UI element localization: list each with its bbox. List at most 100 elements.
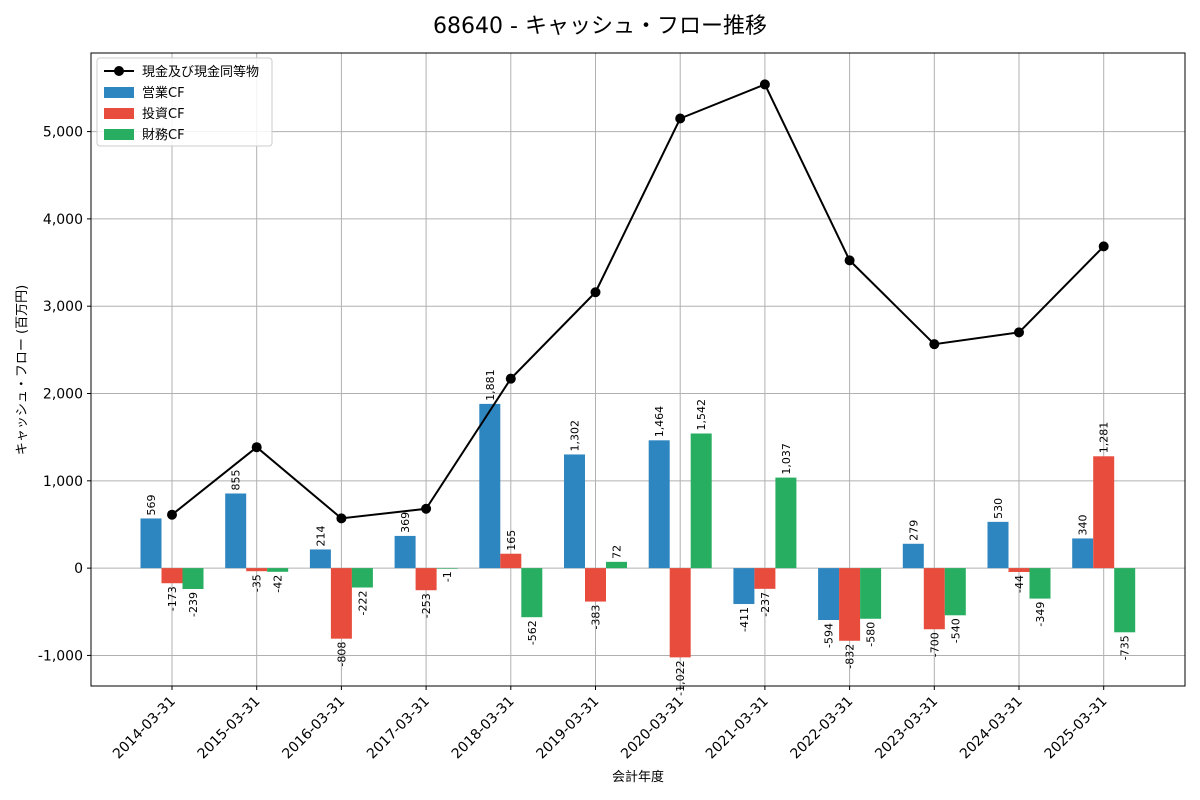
- x-axis: 2014-03-31 2015-03-31 2016-03-31 2017-03-31…: [110, 686, 1111, 762]
- bar-value-label: -237: [759, 592, 772, 617]
- bar: [330, 568, 352, 639]
- bar-value-label: -35: [251, 574, 264, 592]
- x-tick-label: 2025-03-31: [1042, 694, 1111, 763]
- cash-line-point: [336, 513, 347, 524]
- bar: [733, 568, 755, 605]
- bar-value-label: 1,037: [780, 443, 793, 475]
- bar: [585, 568, 606, 602]
- bar: [839, 568, 861, 641]
- bar-value-label: -580: [865, 622, 878, 647]
- bar-value-label: -562: [526, 620, 539, 645]
- bar: [182, 568, 204, 589]
- cash-line-point: [675, 113, 686, 124]
- bar-value-label: 530: [992, 498, 1005, 519]
- bar-value-label: -594: [823, 623, 836, 648]
- legend-marker: [114, 66, 124, 76]
- bar-value-label: -222: [356, 591, 369, 616]
- bar: [690, 433, 712, 569]
- cash-line-point: [759, 79, 770, 90]
- x-tick-label: 2018-03-31: [449, 694, 518, 763]
- bar: [140, 518, 162, 569]
- y-tick-label: 5,000: [43, 125, 83, 141]
- cash-line-point: [251, 442, 262, 453]
- x-tick-label: 2020-03-31: [618, 694, 687, 763]
- bar: [394, 535, 416, 569]
- bar-value-label: -832: [844, 644, 857, 669]
- cash-line-point: [421, 503, 432, 514]
- bar-value-label: -173: [166, 586, 179, 611]
- bar-value-label: 855: [230, 469, 243, 490]
- bar-value-label: -808: [335, 642, 348, 667]
- bar-value-label: 569: [145, 494, 158, 515]
- bar: [521, 568, 543, 618]
- bar-value-label: 1,281: [1098, 422, 1111, 454]
- bar: [923, 568, 945, 630]
- bar: [161, 568, 183, 584]
- bar: [500, 553, 522, 569]
- bar: [415, 568, 437, 591]
- bar-value-label: 1,881: [484, 369, 497, 401]
- bar-value-label: -700: [928, 632, 941, 657]
- bar-value-label: -42: [272, 575, 285, 593]
- x-tick-label: 2017-03-31: [364, 694, 433, 763]
- data-labels: 569 855 214 369 1,881 1,302 1,464 -411 -594 279 53…: [145, 369, 1132, 695]
- bar: [860, 568, 882, 619]
- cash-line-point: [1014, 327, 1024, 338]
- bar: [1072, 538, 1094, 569]
- y-tick-label: 0: [74, 561, 83, 577]
- bar-value-label: 1,302: [569, 420, 582, 452]
- bar-value-label: -349: [1034, 602, 1047, 627]
- y-tick-label: 4,000: [43, 212, 83, 228]
- x-tick-label: 2024-03-31: [957, 694, 1026, 763]
- bar-value-label: -253: [420, 593, 433, 618]
- cash-line-path: [171, 83, 1105, 520]
- bar: [944, 568, 966, 616]
- chart-title: 68640 - キャッシュ・フロー推移: [433, 14, 767, 39]
- x-tick-label: 2019-03-31: [533, 694, 602, 763]
- bar: [479, 403, 501, 569]
- y-tick-label: 1,000: [43, 474, 83, 490]
- bar: [648, 440, 670, 569]
- bar: [1093, 456, 1115, 569]
- legend-entry-label: 投資CF: [142, 106, 185, 122]
- legend-swatch: [104, 87, 134, 98]
- bar-value-label: -239: [187, 592, 200, 617]
- x-axis-label: 会計年度: [612, 769, 664, 785]
- legend-swatch: [104, 129, 134, 140]
- bar-value-label: -1,022: [674, 660, 687, 695]
- bar: [754, 568, 776, 589]
- bar-value-label: 279: [907, 520, 920, 541]
- plot-frame: [90, 52, 1186, 687]
- bar: [1114, 568, 1136, 633]
- bar-value-label: -1: [441, 571, 454, 582]
- bar-value-label: -383: [590, 605, 603, 630]
- bar-value-label: 165: [505, 530, 518, 551]
- bar: [246, 568, 268, 572]
- legend-entry-label: 営業CF: [142, 85, 185, 101]
- y-axis-label: キャッシュ・フロー (百万円): [15, 285, 30, 455]
- bar: [1008, 568, 1030, 572]
- bar-value-label: 1,542: [695, 399, 708, 431]
- legend-entry-label: 現金及び現金同等物: [142, 64, 259, 80]
- bar: [669, 568, 691, 658]
- bar-value-label: -540: [949, 618, 962, 643]
- bar-value-label: 214: [314, 525, 327, 546]
- cash-line-point: [844, 255, 855, 266]
- bar: [818, 568, 840, 620]
- bar: [564, 454, 585, 569]
- bar-value-label: -44: [1013, 575, 1026, 593]
- bar: [902, 543, 924, 569]
- bars: [140, 403, 1136, 658]
- x-tick-label: 2022-03-31: [788, 694, 857, 763]
- bar-value-label: 1,464: [653, 406, 666, 438]
- y-tick-label: -1,000: [38, 648, 83, 664]
- bar-value-label: -735: [1119, 635, 1132, 660]
- cash-line-point: [929, 339, 940, 350]
- bar: [309, 549, 331, 569]
- bar-value-label: 72: [611, 545, 624, 559]
- bar: [1029, 568, 1051, 599]
- legend-box: [96, 57, 273, 147]
- bar: [987, 521, 1009, 569]
